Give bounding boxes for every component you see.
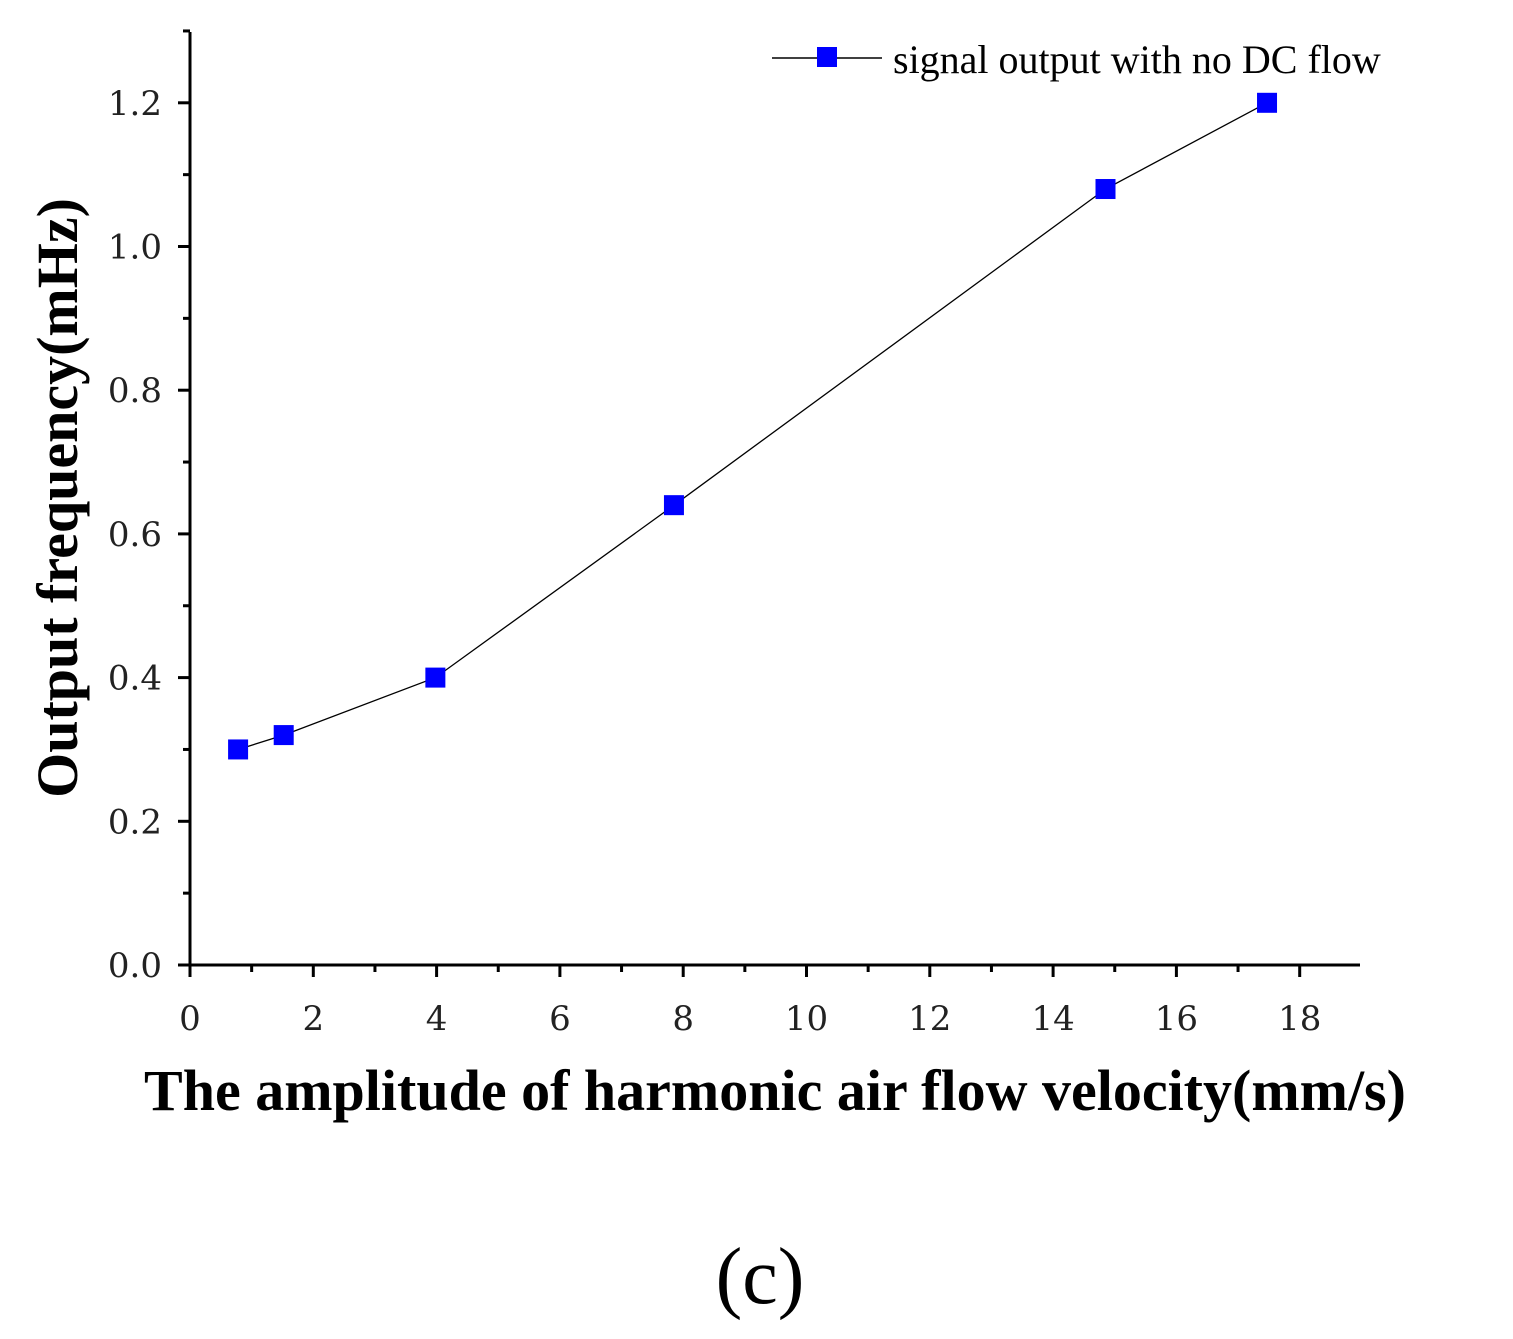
x-axis-ticks: 0 2 4 6 8 10 12 14 16 18 xyxy=(179,965,1321,1039)
data-point xyxy=(663,495,684,516)
y-minor-ticks xyxy=(183,29,190,895)
legend: signal output with no DC flow xyxy=(772,37,1381,82)
data-point xyxy=(1257,92,1278,113)
y-axis-title: Output frequency(mHz) xyxy=(25,198,90,798)
y-tick-label: 0.8 xyxy=(108,371,162,411)
y-tick-label: 1.2 xyxy=(108,84,162,124)
y-tick-label: 0.4 xyxy=(108,659,162,699)
x-tick-label: 16 xyxy=(1155,999,1198,1039)
series-line xyxy=(237,102,1268,751)
y-tick-label: 1.0 xyxy=(108,228,162,268)
x-tick-label: 6 xyxy=(549,999,571,1039)
data-point xyxy=(425,667,446,688)
x-tick-label: 4 xyxy=(426,999,448,1039)
y-tick-label: 0.6 xyxy=(108,515,162,555)
x-tick-label: 10 xyxy=(785,999,828,1039)
data-point xyxy=(228,739,249,760)
data-point xyxy=(1095,179,1116,200)
series-polyline xyxy=(237,102,1268,751)
panel-label: (c) xyxy=(716,1233,805,1321)
data-point xyxy=(273,725,294,746)
y-tick-label: 0.2 xyxy=(108,802,162,842)
legend-label: signal output with no DC flow xyxy=(893,37,1381,82)
x-axis-title: The amplitude of harmonic air flow veloc… xyxy=(144,1058,1406,1123)
x-tick-label: 0 xyxy=(179,999,201,1039)
legend-marker xyxy=(817,47,837,67)
y-tick-label: 0.0 xyxy=(108,946,162,986)
y-axis-ticks: 0.0 0.2 0.4 0.6 0.8 1.0 1.2 xyxy=(108,84,190,986)
x-tick-label: 2 xyxy=(302,999,324,1039)
series-markers xyxy=(228,92,1278,760)
x-tick-label: 8 xyxy=(672,999,694,1039)
x-tick-label: 14 xyxy=(1031,999,1074,1039)
x-tick-label: 18 xyxy=(1278,999,1321,1039)
x-tick-label: 12 xyxy=(908,999,951,1039)
